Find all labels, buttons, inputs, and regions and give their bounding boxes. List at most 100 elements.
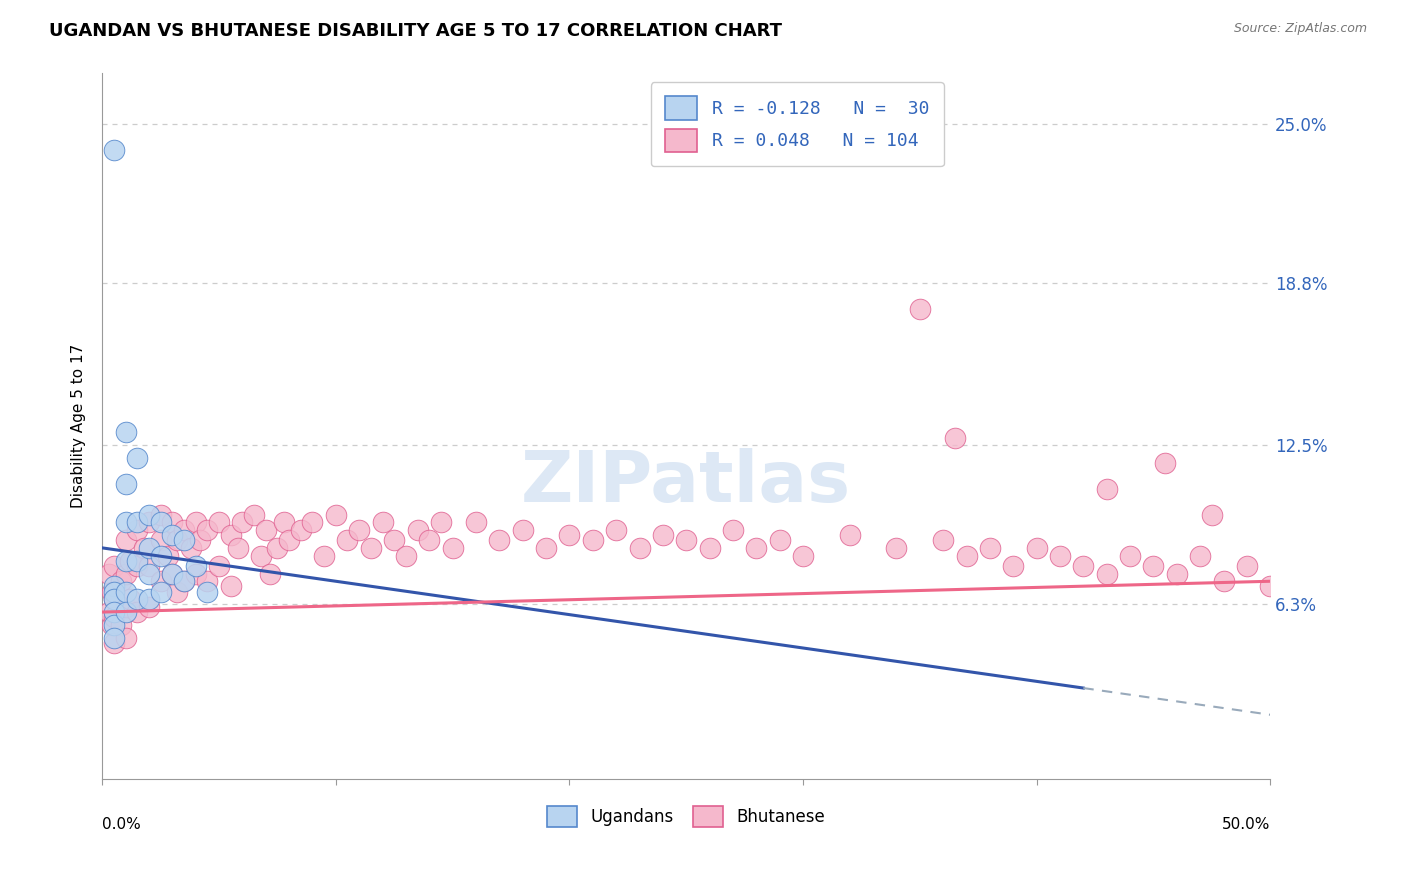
Point [1212,574,1234,589]
Point [103,610,125,624]
Point [886,541,908,555]
Point [138,541,160,555]
Point [114,631,136,645]
Point [259,566,281,581]
Point [1002,558,1025,573]
Point [243,508,266,522]
Point [114,476,136,491]
Point [208,558,231,573]
Point [979,541,1001,555]
Point [184,515,207,529]
Point [103,618,125,632]
Point [745,541,768,555]
Point [127,592,149,607]
Point [908,302,931,317]
Point [134,541,156,555]
Point [278,533,301,548]
Point [628,541,651,555]
Point [534,541,557,555]
Point [932,533,955,548]
Point [100,618,122,632]
Point [120,592,142,607]
Point [103,605,125,619]
Point [149,508,172,522]
Point [188,533,211,548]
Point [1166,566,1188,581]
Point [1025,541,1047,555]
Point [512,523,534,537]
Point [127,523,149,537]
Legend: Ugandans, Bhutanese: Ugandans, Bhutanese [540,799,832,834]
Point [838,528,860,542]
Point [582,533,605,548]
Point [721,523,744,537]
Point [1201,508,1223,522]
Point [173,523,195,537]
Point [162,515,184,529]
Point [1095,566,1118,581]
Point [1154,456,1177,470]
Point [162,566,184,581]
Point [406,523,429,537]
Point [441,541,464,555]
Point [314,549,336,563]
Point [100,584,122,599]
Point [301,515,323,529]
Point [254,523,277,537]
Point [103,584,125,599]
Point [1189,549,1212,563]
Point [138,558,160,573]
Point [166,584,188,599]
Point [699,541,721,555]
Point [114,515,136,529]
Point [208,515,231,529]
Text: 0.0%: 0.0% [103,817,141,832]
Point [465,515,488,529]
Point [156,549,179,563]
Point [149,549,172,563]
Point [166,533,188,548]
Point [1142,558,1164,573]
Point [418,533,440,548]
Point [138,515,160,529]
Point [1073,558,1095,573]
Point [290,523,312,537]
Point [347,523,370,537]
Point [250,549,273,563]
Y-axis label: Disability Age 5 to 17: Disability Age 5 to 17 [72,343,86,508]
Point [226,541,249,555]
Text: 50.0%: 50.0% [1222,817,1270,832]
Point [103,592,125,607]
Point [430,515,453,529]
Point [1119,549,1142,563]
Point [184,558,207,573]
Point [127,558,149,573]
Point [114,425,136,440]
Point [1236,558,1258,573]
Point [173,533,195,548]
Point [1258,579,1281,593]
Point [138,566,160,581]
Point [114,584,136,599]
Point [103,579,125,593]
Point [382,533,405,548]
Point [371,515,394,529]
Point [769,533,792,548]
Point [195,584,218,599]
Point [110,574,132,589]
Point [273,515,295,529]
Point [231,515,253,529]
Point [219,528,242,542]
Point [114,554,136,568]
Point [138,592,160,607]
Point [110,618,132,632]
Point [149,584,172,599]
Point [138,508,160,522]
Point [336,533,359,548]
Point [955,549,977,563]
Point [103,631,125,645]
Text: Source: ZipAtlas.com: Source: ZipAtlas.com [1233,22,1367,36]
Point [1049,549,1071,563]
Point [162,528,184,542]
Point [325,508,347,522]
